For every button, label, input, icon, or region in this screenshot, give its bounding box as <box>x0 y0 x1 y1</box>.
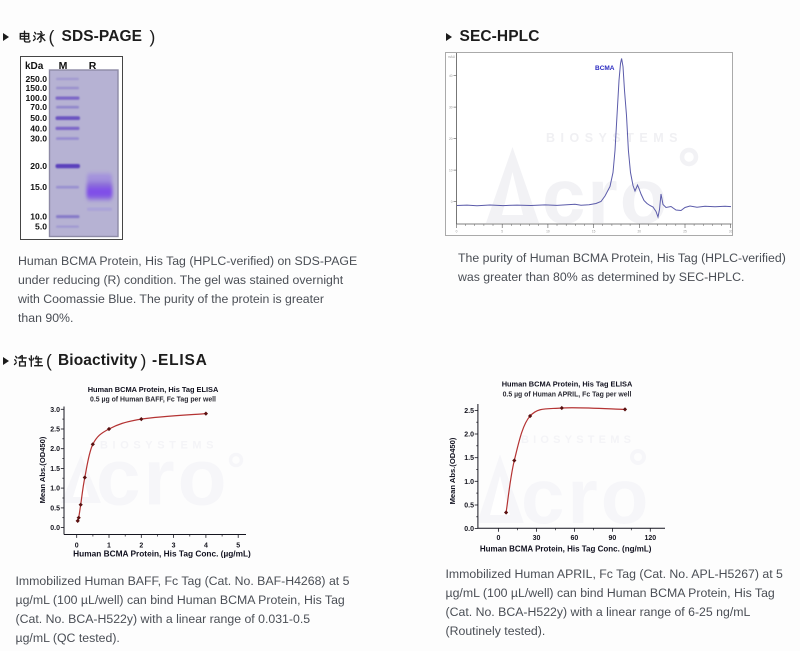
svg-text:30: 30 <box>729 229 733 233</box>
svg-text:15.0: 15.0 <box>30 182 47 192</box>
svg-text:30.0: 30.0 <box>30 134 47 144</box>
svg-text:0: 0 <box>451 200 453 204</box>
svg-text:Human BCMA Protein, His Tag EL: Human BCMA Protein, His Tag ELISA <box>502 380 633 389</box>
svg-text:150.0: 150.0 <box>25 83 47 93</box>
svg-text:M: M <box>58 60 67 72</box>
svg-text:40: 40 <box>449 74 453 78</box>
svg-text:90: 90 <box>609 535 617 542</box>
svg-text:10: 10 <box>546 229 550 233</box>
svg-text:1: 1 <box>107 543 111 550</box>
svg-text:100.0: 100.0 <box>25 93 47 103</box>
svg-text:Human BCMA Protein, His Tag Co: Human BCMA Protein, His Tag Conc. (µg/mL… <box>73 549 251 559</box>
svg-text:30: 30 <box>449 105 453 109</box>
svg-text:2.0: 2.0 <box>50 446 60 453</box>
svg-text:Mean Abs.(OD450): Mean Abs.(OD450) <box>38 436 47 503</box>
svg-text:0: 0 <box>497 535 501 542</box>
svg-text:1.0: 1.0 <box>464 479 474 486</box>
svg-text:20: 20 <box>449 137 453 141</box>
svg-text:3: 3 <box>172 543 176 550</box>
svg-text:0.5: 0.5 <box>464 503 474 510</box>
svg-text:BCMA: BCMA <box>595 65 615 72</box>
svg-text:5: 5 <box>501 229 503 233</box>
svg-text:20.0: 20.0 <box>30 161 47 171</box>
svg-text:BIOSYSTEMS: BIOSYSTEMS <box>521 434 635 446</box>
svg-text:15: 15 <box>592 229 596 233</box>
svg-text:250.0: 250.0 <box>25 74 47 84</box>
svg-text:Human BCMA Protein, His Tag EL: Human BCMA Protein, His Tag ELISA <box>88 385 219 394</box>
svg-text:2.5: 2.5 <box>50 427 60 434</box>
svg-text:0.5: 0.5 <box>50 505 60 512</box>
svg-text:cro: cro <box>96 433 230 522</box>
svg-text:Mean Abs.(OD450): Mean Abs.(OD450) <box>448 437 457 504</box>
svg-text:cro: cro <box>521 452 651 540</box>
svg-text:10: 10 <box>449 168 453 172</box>
svg-text:2: 2 <box>139 543 143 550</box>
svg-text:60: 60 <box>571 535 579 542</box>
svg-text:0.5 µg of Human BAFF, Fc Tag p: 0.5 µg of Human BAFF, Fc Tag per well <box>90 397 216 404</box>
svg-text:50.0: 50.0 <box>30 113 47 123</box>
svg-text:cro: cro <box>542 152 669 236</box>
svg-text:70.0: 70.0 <box>30 102 47 112</box>
svg-text:1.0: 1.0 <box>50 486 60 493</box>
svg-text:1.5: 1.5 <box>464 455 474 462</box>
svg-text:mAU: mAU <box>448 55 456 59</box>
svg-text:0: 0 <box>75 543 79 550</box>
svg-text:R: R <box>88 60 96 72</box>
svg-text:20: 20 <box>638 229 642 233</box>
svg-text:BIOSYSTEMS: BIOSYSTEMS <box>546 131 683 145</box>
svg-text:2.5: 2.5 <box>464 408 474 415</box>
svg-text:3.0: 3.0 <box>50 407 60 414</box>
svg-text:5: 5 <box>236 543 240 550</box>
svg-text:0: 0 <box>456 229 458 233</box>
svg-text:0.0: 0.0 <box>50 525 60 532</box>
svg-text:Human BCMA Protein, His Tag Co: Human BCMA Protein, His Tag Conc. (ng/mL… <box>480 545 652 554</box>
svg-text:5.0: 5.0 <box>35 222 47 232</box>
svg-text:120: 120 <box>644 535 656 542</box>
svg-text:2.0: 2.0 <box>464 432 474 439</box>
svg-text:0.5 µg of Human APRIL, Fc Tag: 0.5 µg of Human APRIL, Fc Tag per well <box>503 391 632 398</box>
svg-text:40.0: 40.0 <box>30 123 47 133</box>
svg-text:kDa: kDa <box>25 61 44 72</box>
svg-text:BIOSYSTEMS: BIOSYSTEMS <box>100 440 218 452</box>
svg-text:4: 4 <box>204 543 208 550</box>
svg-text:25: 25 <box>683 229 687 233</box>
svg-text:10.0: 10.0 <box>30 211 47 221</box>
svg-text:30: 30 <box>533 535 541 542</box>
svg-text:1.5: 1.5 <box>50 466 60 473</box>
svg-text:0.0: 0.0 <box>464 526 474 533</box>
